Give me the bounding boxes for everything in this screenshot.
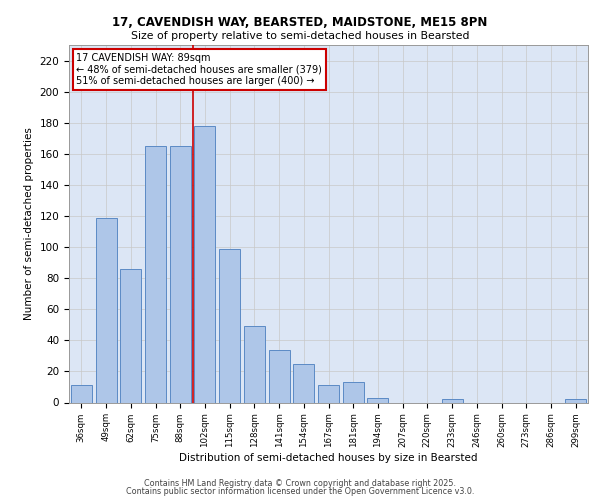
Text: Size of property relative to semi-detached houses in Bearsted: Size of property relative to semi-detach… <box>131 31 469 41</box>
Bar <box>343 382 364 402</box>
Bar <box>318 386 339 402</box>
Bar <box>71 386 92 402</box>
Bar <box>194 126 215 402</box>
Bar <box>367 398 388 402</box>
Bar <box>442 400 463 402</box>
Bar <box>565 400 586 402</box>
Bar <box>145 146 166 403</box>
Bar <box>293 364 314 403</box>
Text: Contains public sector information licensed under the Open Government Licence v3: Contains public sector information licen… <box>126 487 474 496</box>
Text: 17 CAVENDISH WAY: 89sqm
← 48% of semi-detached houses are smaller (379)
51% of s: 17 CAVENDISH WAY: 89sqm ← 48% of semi-de… <box>76 53 322 86</box>
Bar <box>120 269 141 402</box>
Y-axis label: Number of semi-detached properties: Number of semi-detached properties <box>24 128 34 320</box>
Bar <box>244 326 265 402</box>
Bar <box>269 350 290 403</box>
Text: Contains HM Land Registry data © Crown copyright and database right 2025.: Contains HM Land Registry data © Crown c… <box>144 478 456 488</box>
X-axis label: Distribution of semi-detached houses by size in Bearsted: Distribution of semi-detached houses by … <box>179 452 478 462</box>
Bar <box>170 146 191 403</box>
Bar <box>95 218 116 402</box>
Text: 17, CAVENDISH WAY, BEARSTED, MAIDSTONE, ME15 8PN: 17, CAVENDISH WAY, BEARSTED, MAIDSTONE, … <box>112 16 488 29</box>
Bar <box>219 248 240 402</box>
